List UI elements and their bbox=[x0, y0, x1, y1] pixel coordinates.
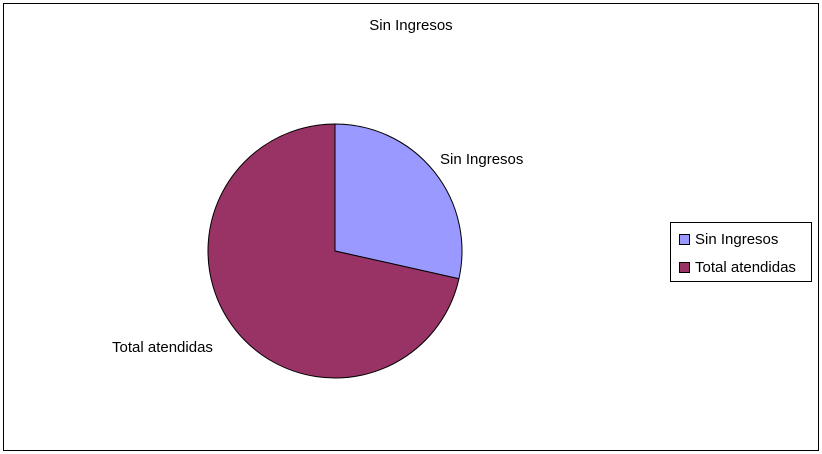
slice-label-total-atendidas: Total atendidas bbox=[112, 339, 213, 356]
legend-swatch bbox=[679, 233, 690, 245]
pie-slice-sin-ingresos bbox=[334, 123, 463, 280]
chart-legend: Sin Ingresos Total atendidas bbox=[670, 222, 812, 282]
legend-item-sin-ingresos: Sin Ingresos bbox=[679, 229, 778, 249]
slice-label-sin-ingresos: Sin Ingresos bbox=[440, 151, 523, 168]
legend-label: Total atendidas bbox=[695, 258, 796, 276]
legend-label: Sin Ingresos bbox=[695, 230, 779, 248]
legend-item-total-atendidas: Total atendidas bbox=[679, 257, 796, 277]
legend-swatch bbox=[679, 261, 690, 273]
pie-slice-total-atendidas bbox=[207, 123, 460, 379]
chart-title: Sin Ingresos bbox=[369, 17, 453, 34]
